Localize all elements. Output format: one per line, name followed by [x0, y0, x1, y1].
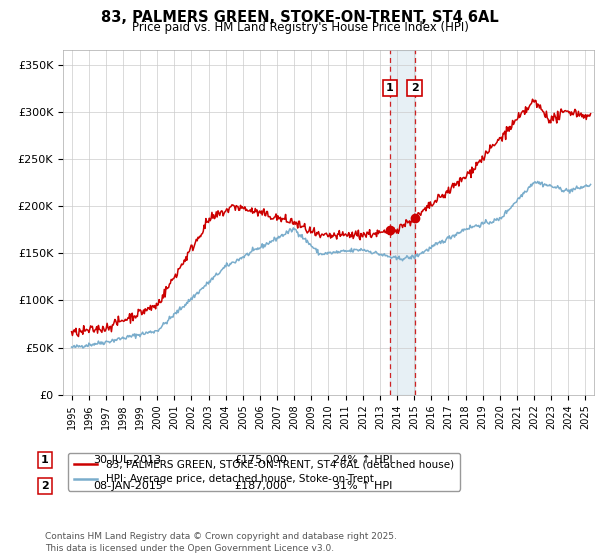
Text: 2: 2 — [41, 481, 49, 491]
Text: £175,000: £175,000 — [234, 455, 287, 465]
Text: 1: 1 — [386, 83, 394, 93]
Text: 83, PALMERS GREEN, STOKE-ON-TRENT, ST4 6AL: 83, PALMERS GREEN, STOKE-ON-TRENT, ST4 6… — [101, 10, 499, 25]
Text: 08-JAN-2015: 08-JAN-2015 — [93, 481, 163, 491]
Text: 1: 1 — [41, 455, 49, 465]
Text: 24% ↑ HPI: 24% ↑ HPI — [333, 455, 392, 465]
Text: 31% ↑ HPI: 31% ↑ HPI — [333, 481, 392, 491]
Text: 30-JUL-2013: 30-JUL-2013 — [93, 455, 161, 465]
Text: Price paid vs. HM Land Registry's House Price Index (HPI): Price paid vs. HM Land Registry's House … — [131, 21, 469, 34]
Bar — [390, 50, 415, 395]
Legend: 83, PALMERS GREEN, STOKE-ON-TRENT, ST4 6AL (detached house), HPI: Average price,: 83, PALMERS GREEN, STOKE-ON-TRENT, ST4 6… — [68, 454, 460, 491]
Text: £187,000: £187,000 — [234, 481, 287, 491]
Text: 2: 2 — [411, 83, 419, 93]
Text: Contains HM Land Registry data © Crown copyright and database right 2025.
This d: Contains HM Land Registry data © Crown c… — [45, 533, 397, 553]
